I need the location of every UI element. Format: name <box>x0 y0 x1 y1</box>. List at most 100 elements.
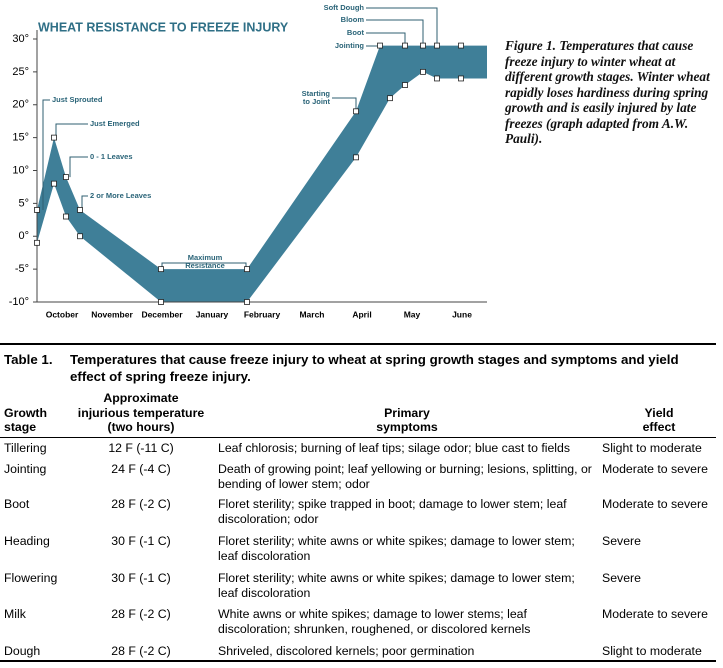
y-tick-label: -5° <box>15 263 29 275</box>
point-marker <box>158 266 164 273</box>
annotation-leader <box>69 156 88 178</box>
table-cell: Severe <box>602 571 641 585</box>
annotation-label: Jointing <box>335 41 365 50</box>
point-marker <box>377 42 383 49</box>
annotation-leader <box>55 123 88 138</box>
table-cell: Heading <box>4 534 50 548</box>
annotation-label: 0 - 1 Leaves <box>90 152 133 161</box>
table-cell: Dough <box>4 644 41 658</box>
annotation-leader <box>332 97 357 112</box>
header-row: Growth stage Approximate injurious temperat… <box>0 391 716 437</box>
annotation-leader <box>161 262 247 270</box>
point-marker <box>387 95 393 102</box>
annotation-leader <box>42 99 50 210</box>
table-cell: Slight to moderate <box>602 440 702 455</box>
chart-title: WHEAT RESISTANCE TO FREEZE INJURY <box>38 20 289 34</box>
header-line: (two hours) <box>107 420 175 434</box>
table-cell: 28 F (-2 C) <box>111 607 171 621</box>
table-cell: Tillering <box>4 440 47 455</box>
y-tick-label: 10° <box>12 164 29 176</box>
point-marker <box>51 180 57 187</box>
annotation-label: 2 or More Leaves <box>90 191 151 200</box>
x-tick-label: October <box>46 309 79 319</box>
band-area <box>37 45 487 302</box>
table-cell: Jointing <box>4 462 47 476</box>
point-marker <box>34 239 40 246</box>
point-marker <box>77 207 83 213</box>
table-cell: Moderate to severe <box>602 497 708 511</box>
annotation-leader <box>366 19 424 46</box>
header-line: Approximate <box>103 391 179 405</box>
y-tick-label: 15° <box>12 132 29 144</box>
x-tick-label: June <box>452 309 472 319</box>
point-marker <box>158 299 164 305</box>
y-tick-label: -10° <box>9 296 29 308</box>
table-cell: Floret sterility; spike trapped in boot;… <box>218 497 567 526</box>
table-cell: Moderate to severe <box>602 462 708 476</box>
x-tick-label: April <box>352 309 371 319</box>
table-cell: Floret sterility; white awns or white sp… <box>218 571 575 600</box>
table-title-text: Temperatures that cause freeze injury to… <box>70 352 679 384</box>
header-line: Growth <box>4 405 48 420</box>
annotation-label: to Joint <box>303 97 331 106</box>
annotation-label: Bloom <box>341 15 365 24</box>
table-cell: Shriveled, discolored kernels; poor germ… <box>218 644 475 658</box>
table-cell: Floret sterility; white awns or white sp… <box>218 534 575 563</box>
column-header: Primary symptoms <box>210 391 596 437</box>
x-tick-label: November <box>91 309 133 319</box>
point-marker <box>244 299 250 305</box>
table-row: Flowering 30 F (-1 C) Floret sterility; wh… <box>0 568 716 604</box>
x-tick-label: March <box>299 309 324 319</box>
table-cell: Severe <box>602 534 641 548</box>
table-row: Tillering 12 F (-11 C) Leaf chlorosis; bur… <box>0 437 716 459</box>
annotation-label: Just Sprouted <box>52 95 103 104</box>
point-marker <box>402 82 408 88</box>
point-marker <box>63 174 69 180</box>
table-label: Table 1. <box>4 352 53 367</box>
table-cell: 30 F (-1 C) <box>111 534 171 548</box>
table-row: Milk 28 F (-2 C) White awns or white spike… <box>0 604 716 641</box>
table-row: Dough 28 F (-2 C) Shriveled, discolored ke… <box>0 641 716 660</box>
header-line: Primary <box>384 405 430 420</box>
point-marker <box>458 75 464 82</box>
point-marker <box>244 266 250 273</box>
y-tick-label: 25° <box>12 66 29 78</box>
table-cell: Death of growing point; leaf yellowing o… <box>218 462 592 491</box>
point-marker <box>434 42 440 49</box>
table-cell: 24 F (-4 C) <box>111 462 171 476</box>
point-marker <box>353 108 359 115</box>
table-cell: White awns or white spikes; damage to lo… <box>218 607 531 636</box>
point-marker <box>34 207 40 213</box>
table-cell: Leaf chlorosis; burning of leaf tips; si… <box>218 440 571 455</box>
header-line: effect <box>642 420 676 434</box>
column-header: Yield effect <box>596 391 716 437</box>
point-marker <box>51 134 57 141</box>
x-tick-label: May <box>404 309 421 319</box>
column-header: Approximate injurious temperature (two hou… <box>72 391 210 437</box>
header-line: symptoms <box>376 420 438 434</box>
annotation-label: Maximum <box>188 253 223 262</box>
table-cell: 30 F (-1 C) <box>111 571 171 585</box>
table-cell: 28 F (-2 C) <box>111 644 171 658</box>
column-header: Growth stage <box>0 391 72 437</box>
table-row: Boot 28 F (-2 C) Floret sterility; spike t… <box>0 494 716 531</box>
header-line: injurious temperature <box>77 405 205 420</box>
y-tick-label: 30° <box>12 33 29 45</box>
caption-text: Temperatures that cause freeze injury to… <box>505 38 710 146</box>
table-cell: 12 F (-11 C) <box>108 440 174 455</box>
annotation-leader <box>81 195 88 210</box>
point-marker <box>420 68 426 75</box>
annotation-label: Just Emerged <box>90 119 140 128</box>
table-row: Jointing 24 F (-4 C) Death of growing poin… <box>0 459 716 494</box>
point-marker <box>63 213 69 220</box>
annotation-leader <box>366 7 438 46</box>
table-cell: Milk <box>4 607 26 621</box>
point-marker <box>434 75 440 82</box>
point-marker <box>420 42 426 49</box>
table-cell: Boot <box>4 497 30 511</box>
point-marker <box>353 154 359 161</box>
point-marker <box>402 42 408 49</box>
y-tick-label: 20° <box>12 99 29 111</box>
annotation-label: Starting <box>302 89 331 98</box>
x-tick-label: December <box>141 309 183 319</box>
